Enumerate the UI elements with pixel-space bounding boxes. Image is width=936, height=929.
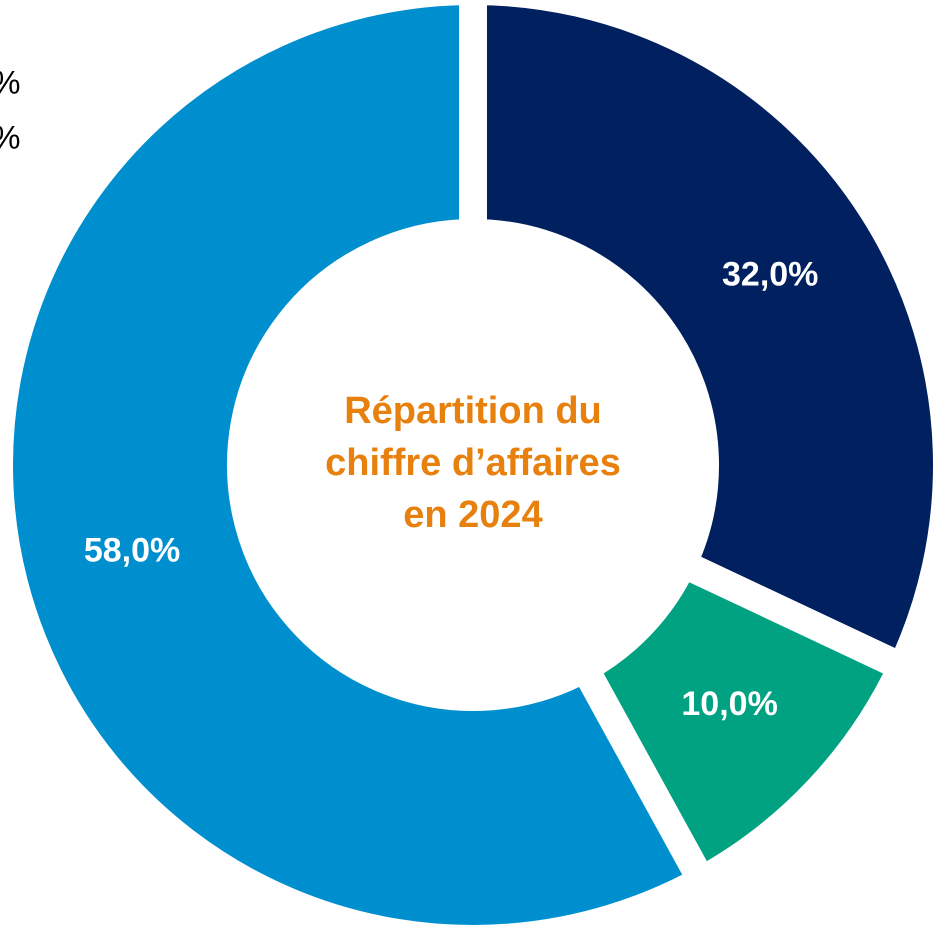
data-label: 32,0% (722, 255, 818, 293)
donut-slice (0, 0, 702, 929)
data-label: 58,0% (84, 532, 180, 570)
chart-title: en 2024 (403, 494, 542, 536)
chart-title: Répartition du (344, 390, 602, 432)
annotation: % (0, 64, 20, 100)
data-label: 10,0% (681, 685, 777, 723)
donut-slice (459, 0, 936, 686)
chart-title: chiffre d’affaires (325, 442, 621, 484)
annotation: % (0, 119, 20, 155)
